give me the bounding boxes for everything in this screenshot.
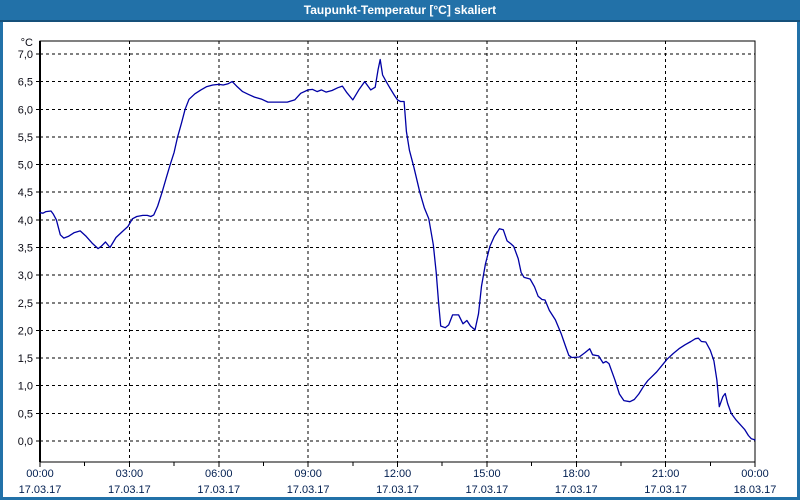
x-tick-time-label: 15:00 — [473, 468, 501, 480]
x-tick-time-label: 18:00 — [562, 468, 590, 480]
y-tick-label: 5,0 — [18, 160, 33, 172]
x-tick-time-label: 12:00 — [384, 468, 412, 480]
x-tick-date-label: 17.03.17 — [287, 484, 330, 496]
x-tick-time-label: 09:00 — [294, 468, 322, 480]
window-title: Taupunkt-Temperatur [°C] skaliert — [303, 3, 497, 17]
x-tick-time-label: 00:00 — [26, 468, 54, 480]
y-tick-label: 4,0 — [18, 215, 33, 227]
y-tick-label: 2,5 — [18, 298, 33, 310]
x-tick-time-label: 00:00 — [741, 468, 769, 480]
x-tick-date-label: 17.03.17 — [555, 484, 598, 496]
window-titlebar[interactable]: Taupunkt-Temperatur [°C] skaliert — [0, 0, 800, 22]
y-tick-label: 2,0 — [18, 325, 33, 337]
y-tick-label: 3,0 — [18, 270, 33, 282]
y-tick-label: 6,0 — [18, 104, 33, 116]
y-tick-label: 4,5 — [18, 187, 33, 199]
y-tick-label: 0,5 — [18, 408, 33, 420]
y-tick-label: 1,0 — [18, 381, 33, 393]
y-tick-label: 7,0 — [18, 49, 33, 61]
x-tick-date-label: 17.03.17 — [19, 484, 62, 496]
x-tick-time-label: 06:00 — [205, 468, 233, 480]
x-tick-time-label: 21:00 — [652, 468, 680, 480]
y-unit-label: °C — [21, 37, 33, 49]
x-tick-time-label: 03:00 — [116, 468, 144, 480]
x-tick-date-label: 17.03.17 — [197, 484, 240, 496]
temperature-line — [39, 58, 756, 441]
x-tick-date-label: 18.03.17 — [734, 484, 777, 496]
x-tick-date-label: 17.03.17 — [465, 484, 508, 496]
x-tick-date-label: 17.03.17 — [108, 484, 151, 496]
x-tick-date-label: 17.03.17 — [376, 484, 419, 496]
x-tick-date-label: 17.03.17 — [644, 484, 687, 496]
y-tick-label: 1,5 — [18, 353, 33, 365]
y-tick-label: 3,5 — [18, 243, 33, 255]
y-tick-label: 5,5 — [18, 132, 33, 144]
y-tick-label: 6,5 — [18, 77, 33, 89]
y-tick-label: 0,0 — [18, 436, 33, 448]
